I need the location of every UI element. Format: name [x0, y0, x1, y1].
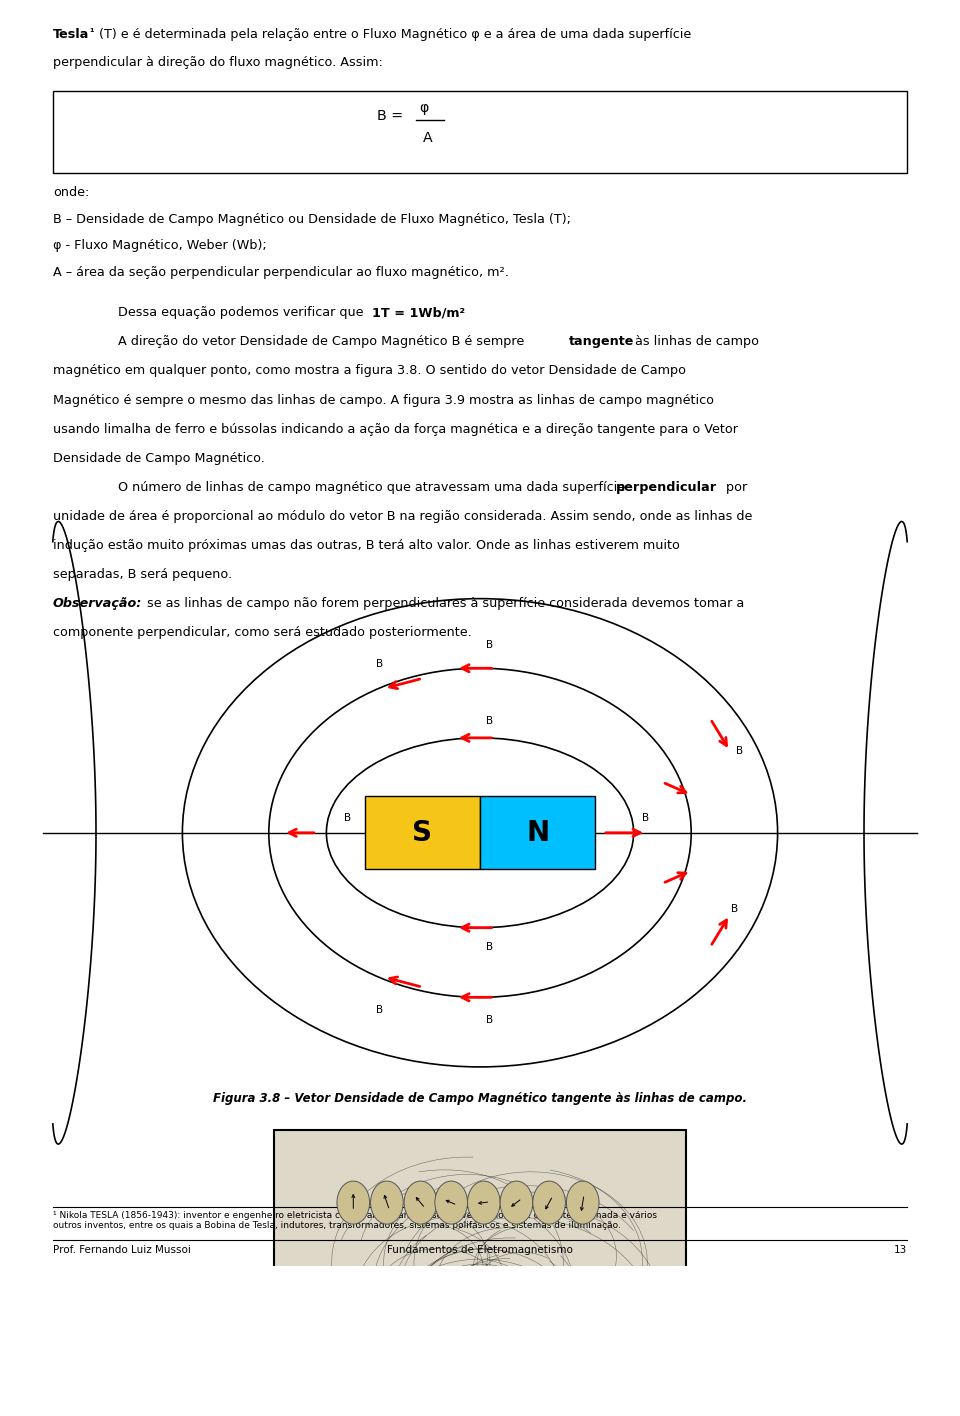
Text: A: A [423, 132, 433, 144]
Circle shape [404, 1181, 437, 1223]
Text: Tesla: Tesla [53, 28, 89, 41]
Text: B: B [731, 903, 738, 913]
Text: B – Densidade de Campo Magnético ou Densidade de Fluxo Magnético, Tesla (T);: B – Densidade de Campo Magnético ou Dens… [53, 212, 571, 225]
Circle shape [533, 1181, 565, 1223]
Text: às linhas de campo: às linhas de campo [631, 336, 758, 348]
Text: S: S [413, 818, 432, 847]
Text: por: por [722, 481, 747, 494]
Text: .: . [456, 306, 460, 319]
Text: Dessa equação podemos verificar que: Dessa equação podemos verificar que [118, 306, 368, 319]
Text: N: N [526, 818, 549, 847]
Text: separadas, B será pequeno.: separadas, B será pequeno. [53, 568, 232, 581]
Text: 1T = 1Wb/m²: 1T = 1Wb/m² [372, 306, 466, 319]
Circle shape [371, 1181, 403, 1223]
Bar [440, 1281, 480, 1313]
Text: Magnético é sempre o mesmo das linhas de campo. A figura 3.9 mostra as linhas de: Magnético é sempre o mesmo das linhas de… [53, 394, 714, 406]
Text: O número de linhas de campo magnético que atravessam uma dada superfície: O número de linhas de campo magnético qu… [118, 481, 629, 494]
Text: unidade de área é proporcional ao módulo do vetor B na região considerada. Assim: unidade de área é proporcional ao módulo… [53, 510, 753, 523]
Circle shape [566, 1181, 599, 1223]
Text: se as linhas de campo não forem perpendiculares à superfície considerada devemos: se as linhas de campo não forem perpendi… [143, 598, 744, 610]
Text: B: B [641, 813, 649, 823]
Text: componente perpendicular, como será estudado posteriormente.: componente perpendicular, como será estu… [53, 626, 471, 640]
Text: 13: 13 [894, 1245, 907, 1256]
Text: φ - Fluxo Magnético, Weber (Wb);: φ - Fluxo Magnético, Weber (Wb); [53, 239, 267, 252]
Text: perpendicular: perpendicular [616, 481, 717, 494]
Text: Fundamentos de Eletromagnetismo: Fundamentos de Eletromagnetismo [387, 1245, 573, 1256]
Bar [274, 1130, 686, 1409]
Text: ¹ Nikola TESLA (1856-1943): inventor e engenheiro eletricista croata-americano, : ¹ Nikola TESLA (1856-1943): inventor e e… [53, 1211, 657, 1221]
Text: B: B [486, 640, 493, 650]
Bar [365, 796, 480, 869]
Text: B: B [486, 942, 493, 952]
Circle shape [435, 1181, 468, 1223]
Circle shape [468, 1181, 500, 1223]
Text: indução estão muito próximas umas das outras, B terá alto valor. Onde as linhas : indução estão muito próximas umas das ou… [53, 539, 680, 552]
Text: A direção do vetor Densidade de Campo Magnético B é sempre: A direção do vetor Densidade de Campo Ma… [118, 336, 528, 348]
Text: B: B [735, 745, 743, 756]
Text: Figura 3.8 – Vetor Densidade de Campo Magnético tangente às linhas de campo.: Figura 3.8 – Vetor Densidade de Campo Ma… [213, 1092, 747, 1106]
Text: B: B [375, 660, 383, 670]
Text: Observação:: Observação: [53, 598, 142, 610]
Circle shape [337, 1181, 370, 1223]
Text: B: B [375, 1005, 383, 1015]
Text: φ: φ [420, 101, 429, 115]
Text: usando limalha de ferro e bússolas indicando a ação da força magnética e a direç: usando limalha de ferro e bússolas indic… [53, 423, 738, 436]
Text: outros inventos, entre os quais a Bobina de Tesla, indutores, transformadores, s: outros inventos, entre os quais a Bobina… [53, 1222, 621, 1231]
FancyBboxPatch shape [53, 91, 907, 173]
Text: Prof. Fernando Luiz Mussoi: Prof. Fernando Luiz Mussoi [53, 1245, 191, 1256]
Circle shape [500, 1181, 533, 1223]
Bar [480, 1281, 520, 1313]
Text: magnético em qualquer ponto, como mostra a figura 3.8. O sentido do vetor Densid: magnético em qualquer ponto, como mostra… [53, 364, 685, 378]
Text: B: B [344, 813, 351, 823]
Text: B =: B = [377, 109, 403, 123]
Text: ¹: ¹ [89, 28, 94, 38]
Bar [480, 796, 595, 869]
Text: perpendicular à direção do fluxo magnético. Assim:: perpendicular à direção do fluxo magnéti… [53, 55, 383, 69]
Text: B: B [486, 716, 493, 726]
Text: B: B [486, 1015, 493, 1025]
Text: tangente: tangente [569, 336, 635, 348]
Text: (T) e é determinada pela relação entre o Fluxo Magnético φ e a área de uma dada : (T) e é determinada pela relação entre o… [95, 28, 691, 41]
Text: Densidade de Campo Magnético.: Densidade de Campo Magnético. [53, 452, 265, 464]
Text: A – área da seção perpendicular perpendicular ao fluxo magnético, m².: A – área da seção perpendicular perpendi… [53, 266, 509, 279]
Text: onde:: onde: [53, 185, 89, 200]
